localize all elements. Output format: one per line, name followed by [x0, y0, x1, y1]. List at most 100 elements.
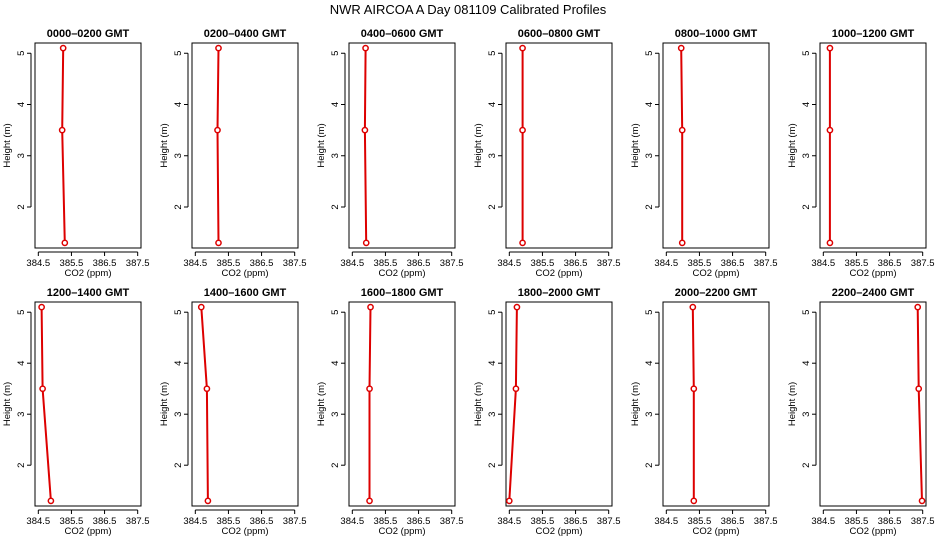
- x-tick-label: 386.5: [721, 516, 745, 527]
- y-axis-label: Height (m): [2, 123, 13, 167]
- data-point: [367, 303, 374, 311]
- x-tick-label: 384.5: [26, 516, 50, 527]
- y-tick-label: 4: [801, 102, 812, 107]
- panel-title: 1400–1600 GMT: [204, 287, 287, 299]
- co2-profile-line: [916, 307, 923, 501]
- x-tick-label: 384.5: [811, 516, 835, 527]
- x-axis-label: CO2 (ppm): [65, 526, 112, 537]
- y-tick-label: 5: [173, 310, 184, 315]
- x-tick-label: 387.5: [754, 258, 778, 269]
- y-tick-label: 5: [801, 51, 812, 56]
- x-tick-label: 384.5: [340, 516, 364, 527]
- y-tick-label: 5: [644, 310, 655, 315]
- co2-profile-line: [508, 307, 518, 501]
- panel-title: 1200–1400 GMT: [47, 287, 130, 299]
- profile-panel-7: 1200–1400 GMT 384.5 385.5 386.5 387.5 CO2 (pp…: [2, 287, 150, 537]
- data-point: [513, 303, 521, 311]
- co2-profile-line: [680, 48, 684, 243]
- y-tick-label: 4: [801, 361, 812, 366]
- profile-panel-5: 0800–1000 GMT 384.5 385.5 386.5 387.5 CO2 (pp…: [630, 28, 778, 279]
- x-tick-label: 384.5: [26, 258, 50, 269]
- data-point: [215, 44, 222, 52]
- x-tick-label: 384.5: [340, 258, 364, 269]
- profile-panel-4: 0600–0800 GMT 384.5 385.5 386.5 387.5 CO2 (pp…: [473, 28, 621, 279]
- x-axis-label: CO2 (ppm): [222, 526, 269, 537]
- x-axis-label: CO2 (ppm): [693, 526, 740, 537]
- y-tick-label: 2: [330, 204, 341, 209]
- co2-profile-line: [368, 307, 372, 501]
- x-tick-label: 385.5: [60, 516, 84, 527]
- y-tick-label: 3: [801, 153, 812, 158]
- x-tick-label: 385.5: [531, 516, 555, 527]
- data-point: [519, 126, 526, 134]
- data-point: [61, 239, 69, 247]
- y-tick-label: 2: [330, 463, 341, 468]
- x-tick-label: 386.5: [250, 258, 274, 269]
- data-point: [362, 239, 370, 247]
- profile-panel-9: 1600–1800 GMT 384.5 385.5 386.5 387.5 CO2 (pp…: [316, 287, 464, 537]
- panel-title: 1600–1800 GMT: [361, 287, 444, 299]
- x-tick-label: 385.5: [60, 258, 84, 269]
- co2-profile-line: [691, 307, 695, 501]
- x-axis-label: CO2 (ppm): [850, 526, 897, 537]
- x-tick-label: 385.5: [688, 516, 712, 527]
- y-tick-label: 2: [487, 463, 498, 468]
- x-tick-label: 384.5: [654, 516, 678, 527]
- y-axis-label: Height (m): [630, 382, 641, 426]
- profile-panel-10: 1800–2000 GMT 384.5 385.5 386.5 387.5 CO2 (pp…: [473, 287, 621, 537]
- data-point: [204, 497, 212, 505]
- x-axis-label: CO2 (ppm): [850, 268, 897, 279]
- x-axis-label: CO2 (ppm): [379, 268, 426, 279]
- y-tick-label: 3: [173, 412, 184, 417]
- y-tick-label: 5: [487, 51, 498, 56]
- panel-title: 0200–0400 GMT: [204, 28, 287, 40]
- x-tick-label: 387.5: [754, 516, 778, 527]
- x-tick-label: 387.5: [126, 258, 150, 269]
- x-tick-label: 386.5: [564, 258, 588, 269]
- x-tick-label: 386.5: [878, 516, 902, 527]
- x-axis-label: CO2 (ppm): [65, 268, 112, 279]
- plot-frame: [819, 301, 927, 507]
- plot-frame: [348, 301, 456, 507]
- panel-title: 0600–0800 GMT: [518, 28, 601, 40]
- data-point: [58, 126, 66, 134]
- x-axis-label: CO2 (ppm): [222, 268, 269, 279]
- data-point: [362, 44, 369, 52]
- data-point: [366, 385, 373, 393]
- panel-title: 2200–2400 GMT: [832, 287, 915, 299]
- co2-profile-line: [200, 307, 209, 501]
- y-axis-label: Height (m): [473, 123, 484, 167]
- y-tick-label: 3: [644, 412, 655, 417]
- co2-profile-line: [363, 48, 368, 243]
- y-tick-label: 3: [330, 412, 341, 417]
- x-tick-label: 387.5: [283, 258, 307, 269]
- y-tick-label: 2: [16, 204, 27, 209]
- data-point: [915, 385, 923, 393]
- panel-title: 0000–0200 GMT: [47, 28, 130, 40]
- y-axis-label: Height (m): [787, 123, 798, 167]
- y-tick-label: 3: [487, 153, 498, 158]
- x-tick-label: 387.5: [126, 516, 150, 527]
- y-tick-label: 3: [16, 412, 27, 417]
- data-point: [512, 385, 520, 393]
- data-point: [39, 385, 46, 393]
- x-tick-label: 384.5: [497, 258, 521, 269]
- profile-panel-3: 0400–0600 GMT 384.5 385.5 386.5 387.5 CO2 (pp…: [316, 28, 464, 279]
- x-axis-label: CO2 (ppm): [536, 526, 583, 537]
- x-tick-label: 385.5: [374, 516, 398, 527]
- y-axis-label: Height (m): [473, 382, 484, 426]
- panel-title: 1800–2000 GMT: [518, 287, 601, 299]
- data-point: [914, 303, 922, 311]
- data-point: [366, 497, 373, 505]
- data-point: [678, 126, 686, 134]
- profile-panel-12: 2200–2400 GMT 384.5 385.5 386.5 387.5 CO2 (pp…: [787, 287, 935, 537]
- profile-panel-11: 2000–2200 GMT 384.5 385.5 386.5 387.5 CO2 (pp…: [630, 287, 778, 537]
- x-axis-label: CO2 (ppm): [536, 268, 583, 279]
- panels-grid: 0000–0200 GMT 384.5 385.5 386.5 387.5 CO2 (pp…: [2, 28, 935, 537]
- x-tick-label: 384.5: [654, 258, 678, 269]
- y-tick-label: 5: [330, 310, 341, 315]
- panel-title: 2000–2200 GMT: [675, 287, 758, 299]
- y-axis-label: Height (m): [787, 382, 798, 426]
- y-tick-label: 2: [801, 463, 812, 468]
